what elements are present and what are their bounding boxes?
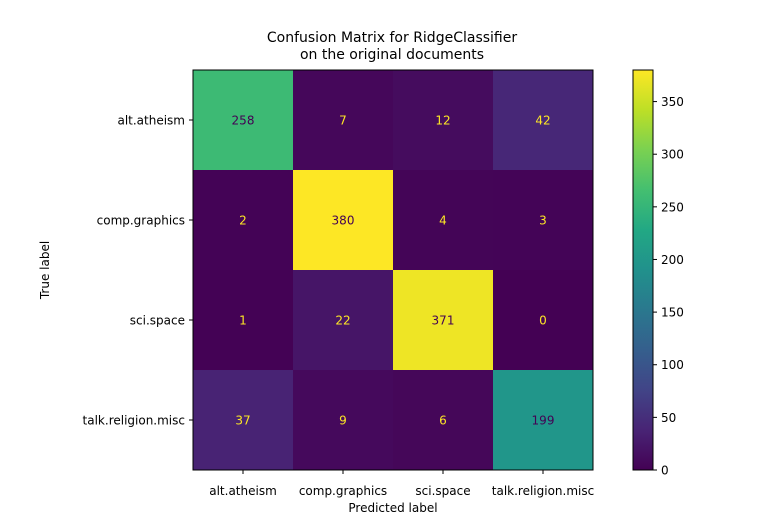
y-tick-label: alt.atheism <box>117 114 185 128</box>
colorbar-tick-label: 350 <box>661 95 684 109</box>
heatmap-cell <box>293 170 394 271</box>
y-tick-label: sci.space <box>130 314 185 328</box>
cell-value-label: 37 <box>235 414 250 428</box>
heatmap-cell <box>193 370 294 471</box>
heatmap-cell <box>393 170 494 271</box>
plot-frame <box>192 69 594 471</box>
cell-value-label: 22 <box>335 314 350 328</box>
heatmap-cell <box>293 70 394 171</box>
colorbar-tick-label: 200 <box>661 253 684 267</box>
heatmap-cell <box>193 270 294 371</box>
chart-title-line-1: Confusion Matrix for RidgeClassifier <box>267 30 517 46</box>
cell-value-label: 199 <box>532 414 555 428</box>
colorbar-tick-label: 0 <box>661 464 669 478</box>
colorbar-tick-label: 50 <box>661 411 676 425</box>
heatmap-cell <box>393 270 494 371</box>
heatmap-cell <box>493 170 594 271</box>
y-tick-label: comp.graphics <box>97 214 185 228</box>
x-axis-label: Predicted label <box>348 501 437 515</box>
x-tick-label: alt.atheism <box>209 484 277 498</box>
heatmap-cell <box>193 70 294 171</box>
heatmap-cell <box>493 370 594 471</box>
cell-value-label: 380 <box>332 214 355 228</box>
cell-value-label: 3 <box>539 214 547 228</box>
colorbar-tick-label: 250 <box>661 200 684 214</box>
x-tick-label: sci.space <box>415 484 470 498</box>
heatmap-cell <box>493 270 594 371</box>
heatmap-cell <box>293 370 394 471</box>
y-axis-ticks: alt.atheism comp.graphics sci.space talk.re… <box>83 114 193 428</box>
cell-value-label: 0 <box>539 314 547 328</box>
x-axis-ticks: alt.atheism comp.graphics sci.space talk.re… <box>209 470 594 498</box>
colorbar-tick-label: 100 <box>661 358 684 372</box>
y-tick-label: talk.religion.misc <box>83 414 185 428</box>
chart-title-line-2: on the original documents <box>300 47 484 63</box>
cell-value-label: 12 <box>435 114 450 128</box>
cell-value-label: 1 <box>239 314 247 328</box>
x-tick-label: talk.religion.misc <box>492 484 594 498</box>
cell-value-label: 2 <box>239 214 247 228</box>
heatmap-cell <box>293 270 394 371</box>
cell-value-label: 9 <box>339 414 347 428</box>
heatmap-cell <box>393 70 494 171</box>
heatmap-cell <box>193 170 294 271</box>
cell-value-label: 258 <box>232 114 255 128</box>
cell-value-label: 371 <box>432 314 455 328</box>
colorbar-tick-label: 150 <box>661 306 684 320</box>
colorbar-ticks: 0 50 100 150 200 250 300 350 <box>653 95 684 478</box>
cell-value-label: 42 <box>535 114 550 128</box>
colorbar-tick-label: 300 <box>661 148 684 162</box>
heatmap-cell <box>493 70 594 171</box>
cell-value-label: 6 <box>439 414 447 428</box>
heatmap-cell-labels: 258 7 12 42 2 380 4 3 1 22 371 0 37 9 6 199 <box>232 114 555 428</box>
heatmap-cell <box>393 370 494 471</box>
y-axis-label: True label <box>38 241 52 300</box>
heatmap-cells <box>193 70 594 471</box>
colorbar <box>632 69 654 471</box>
cell-value-label: 7 <box>339 114 347 128</box>
x-tick-label: comp.graphics <box>299 484 387 498</box>
cell-value-label: 4 <box>439 214 447 228</box>
